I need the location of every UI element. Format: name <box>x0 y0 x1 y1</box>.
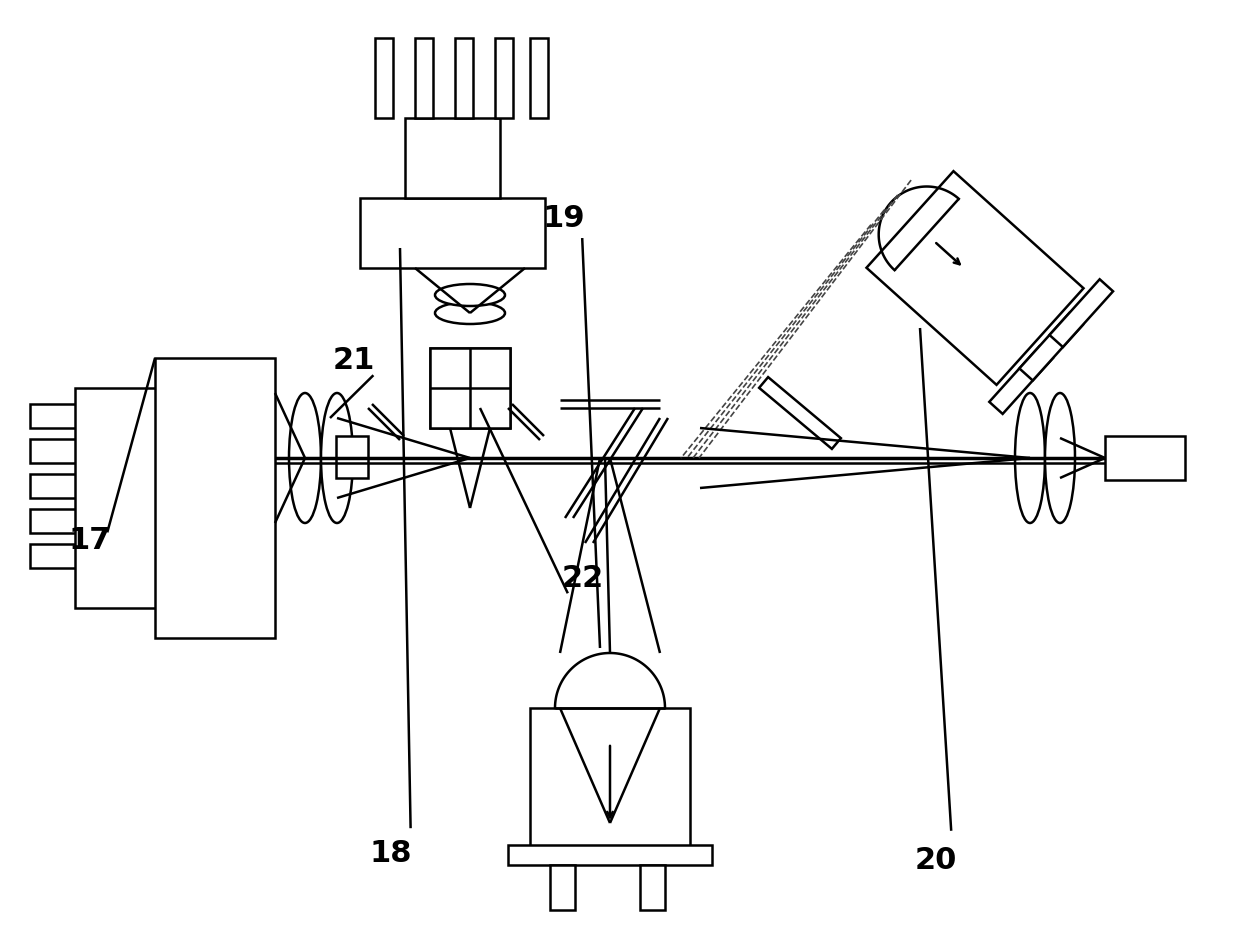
Bar <box>430 348 510 428</box>
Polygon shape <box>990 346 1053 414</box>
Bar <box>30 509 86 533</box>
Bar <box>455 38 472 118</box>
Polygon shape <box>1049 280 1114 347</box>
Polygon shape <box>867 172 1084 385</box>
Text: 18: 18 <box>370 839 412 867</box>
Ellipse shape <box>435 284 505 306</box>
Bar <box>30 439 86 463</box>
Bar <box>529 38 548 118</box>
Bar <box>155 358 275 638</box>
Ellipse shape <box>1016 393 1045 523</box>
Bar <box>1105 436 1185 480</box>
Bar <box>336 436 368 478</box>
Bar <box>495 38 513 118</box>
Bar <box>374 38 393 118</box>
Text: 21: 21 <box>332 346 374 374</box>
Bar <box>529 708 689 853</box>
Bar <box>74 388 165 608</box>
Text: 22: 22 <box>562 564 604 592</box>
Bar <box>551 865 575 910</box>
Ellipse shape <box>321 393 353 523</box>
Bar <box>30 404 86 428</box>
Text: 20: 20 <box>915 847 957 875</box>
Polygon shape <box>1019 313 1083 380</box>
Bar <box>30 474 86 498</box>
Bar <box>30 544 86 568</box>
Bar <box>640 865 665 910</box>
Bar <box>360 198 546 268</box>
Bar <box>430 348 510 428</box>
Text: 19: 19 <box>543 204 585 232</box>
Bar <box>508 845 712 865</box>
Polygon shape <box>759 377 841 449</box>
Bar <box>405 118 500 198</box>
Ellipse shape <box>435 302 505 324</box>
Ellipse shape <box>1045 393 1075 523</box>
Ellipse shape <box>289 393 321 523</box>
Text: 17: 17 <box>68 526 110 555</box>
Bar <box>415 38 433 118</box>
